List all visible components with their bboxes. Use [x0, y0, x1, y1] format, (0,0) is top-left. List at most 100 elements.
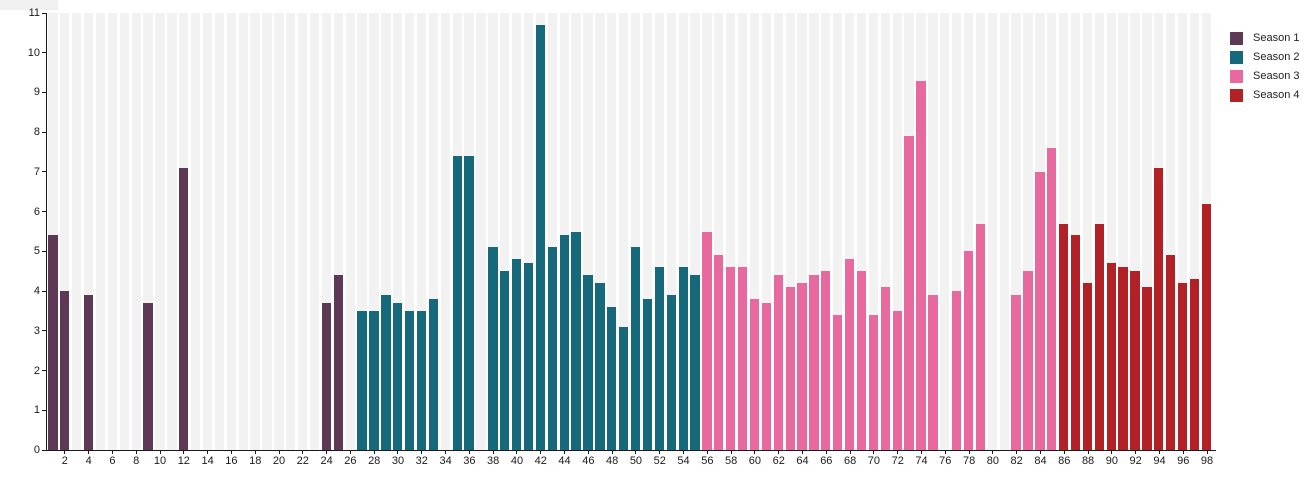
rating-bar-episode-48[interactable] [607, 306, 617, 450]
rating-bar-episode-87[interactable] [1070, 235, 1081, 450]
rating-bar-episode-43[interactable] [547, 247, 557, 450]
rating-bar-episode-59[interactable] [737, 267, 748, 450]
rating-bar-episode-82[interactable] [1011, 295, 1021, 450]
rating-bar-episode-50[interactable] [630, 247, 641, 450]
rating-bar-episode-70[interactable] [868, 314, 879, 450]
rating-bar-episode-1[interactable] [48, 235, 58, 450]
rating-bar-episode-92[interactable] [1130, 271, 1140, 450]
legend-item-season-2[interactable]: Season 2 [1230, 51, 1299, 64]
rating-bar-episode-49[interactable] [619, 326, 629, 450]
rating-bar-episode-55[interactable] [690, 275, 700, 450]
episode-slot [380, 13, 392, 450]
x-tick-mark [1135, 451, 1137, 454]
rating-bar-episode-66[interactable] [821, 271, 831, 450]
rating-bar-episode-33[interactable] [428, 299, 439, 450]
episode-slot [83, 13, 95, 450]
rating-bar-episode-78[interactable] [963, 251, 974, 450]
rating-bar-episode-38[interactable] [488, 247, 498, 450]
rating-bar-episode-63[interactable] [785, 287, 795, 450]
rating-bar-episode-4[interactable] [83, 295, 94, 450]
rating-bar-episode-47[interactable] [595, 283, 605, 450]
rating-bar-episode-75[interactable] [928, 295, 938, 450]
rating-bar-episode-84[interactable] [1035, 171, 1045, 450]
episode-slot [927, 13, 939, 450]
episode-slot [332, 13, 344, 450]
rating-bar-episode-83[interactable] [1023, 271, 1033, 450]
rating-bar-episode-41[interactable] [523, 263, 534, 450]
rating-bar-episode-65[interactable] [809, 275, 819, 450]
rating-bar-episode-58[interactable] [726, 267, 736, 450]
rating-bar-episode-98[interactable] [1201, 203, 1211, 450]
rating-bar-episode-64[interactable] [797, 283, 807, 450]
legend-item-season-3[interactable]: Season 3 [1230, 70, 1299, 83]
episode-slot [59, 13, 71, 450]
rating-bar-episode-90[interactable] [1106, 263, 1116, 450]
rating-bar-episode-30[interactable] [393, 303, 403, 450]
rating-bar-episode-39[interactable] [500, 271, 510, 450]
rating-bar-episode-28[interactable] [369, 310, 379, 450]
x-tick-label: 68 [843, 455, 857, 467]
rating-bar-episode-69[interactable] [856, 271, 867, 450]
rating-bar-episode-29[interactable] [381, 295, 391, 450]
corner-background-fragment [0, 0, 58, 10]
rating-bar-episode-61[interactable] [761, 303, 772, 450]
rating-bar-episode-86[interactable] [1059, 223, 1069, 450]
rating-bar-episode-40[interactable] [512, 259, 522, 450]
rating-bar-episode-53[interactable] [666, 295, 676, 450]
rating-bar-episode-74[interactable] [916, 80, 926, 450]
background-stripe [512, 13, 522, 450]
rating-bar-episode-24[interactable] [321, 303, 332, 450]
background-stripe [868, 13, 879, 450]
rating-bar-episode-96[interactable] [1177, 283, 1188, 450]
rating-bar-episode-2[interactable] [60, 291, 70, 450]
rating-bar-episode-72[interactable] [892, 310, 902, 450]
rating-bar-episode-9[interactable] [143, 303, 153, 450]
rating-bar-episode-45[interactable] [571, 231, 581, 450]
rating-bar-episode-31[interactable] [405, 310, 415, 450]
rating-bar-episode-54[interactable] [678, 267, 688, 450]
rating-bar-episode-42[interactable] [535, 24, 546, 450]
rating-bar-episode-89[interactable] [1094, 223, 1104, 450]
rating-bar-episode-57[interactable] [714, 255, 724, 450]
rating-bar-episode-79[interactable] [975, 223, 986, 450]
episode-slot [939, 13, 951, 450]
rating-bar-episode-85[interactable] [1047, 148, 1057, 450]
rating-bar-episode-60[interactable] [749, 299, 760, 450]
rating-bar-episode-71[interactable] [880, 287, 890, 450]
rating-bar-episode-44[interactable] [559, 235, 569, 450]
rating-bar-episode-56[interactable] [702, 231, 712, 450]
rating-bar-episode-36[interactable] [464, 156, 474, 450]
background-stripe [488, 13, 498, 450]
episode-slot [130, 13, 142, 450]
x-tick-mark [492, 451, 494, 454]
rating-bar-episode-27[interactable] [357, 310, 367, 450]
x-tick-mark [1182, 451, 1184, 454]
rating-bar-episode-73[interactable] [904, 136, 914, 450]
rating-bar-episode-67[interactable] [833, 314, 843, 450]
rating-bar-episode-52[interactable] [654, 267, 665, 450]
rating-bar-episode-93[interactable] [1142, 287, 1152, 450]
background-stripe [1082, 13, 1093, 450]
background-stripe [678, 13, 688, 450]
rating-bar-episode-25[interactable] [333, 275, 343, 450]
rating-bar-episode-95[interactable] [1166, 255, 1176, 450]
rating-bar-episode-68[interactable] [844, 259, 855, 450]
episode-slot [392, 13, 404, 450]
rating-bar-episode-94[interactable] [1154, 167, 1164, 450]
rating-bar-episode-97[interactable] [1189, 279, 1200, 450]
rating-bar-episode-91[interactable] [1118, 267, 1128, 450]
background-stripe [737, 13, 748, 450]
legend-item-season-1[interactable]: Season 1 [1230, 32, 1299, 45]
rating-bar-episode-35[interactable] [452, 156, 462, 450]
rating-bar-episode-88[interactable] [1082, 283, 1093, 450]
rating-bar-episode-77[interactable] [951, 291, 962, 450]
background-stripe [405, 13, 415, 450]
episode-slot [998, 13, 1010, 450]
rating-bar-episode-62[interactable] [773, 275, 783, 450]
legend-item-season-4[interactable]: Season 4 [1230, 89, 1299, 102]
background-stripe [630, 13, 641, 450]
rating-bar-episode-46[interactable] [583, 275, 593, 450]
rating-bar-episode-32[interactable] [416, 310, 427, 450]
rating-bar-episode-12[interactable] [179, 167, 189, 450]
rating-bar-episode-51[interactable] [642, 299, 653, 450]
